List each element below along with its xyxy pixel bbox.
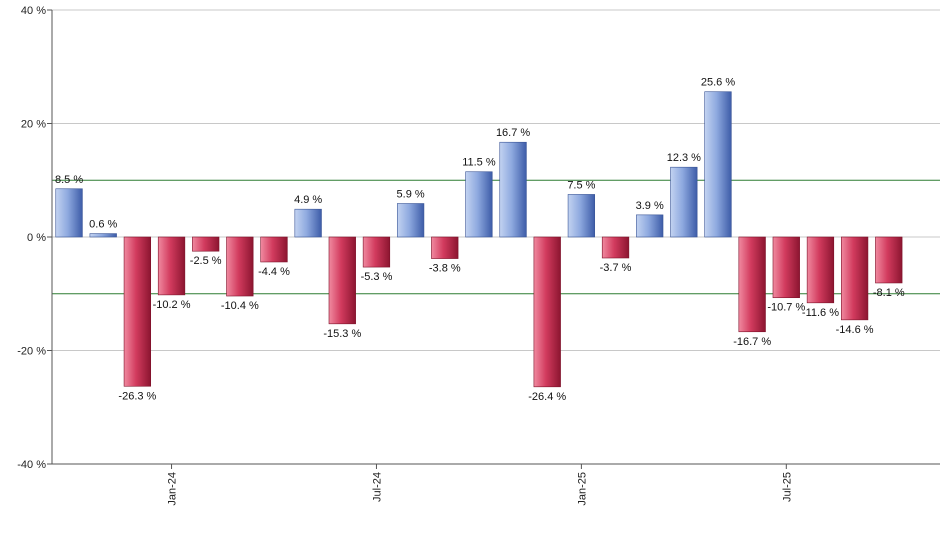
y-tick-label: 0 %: [27, 232, 46, 244]
data-label: 0.6 %: [89, 219, 117, 231]
bars: [55, 91, 903, 388]
data-label: -3.8 %: [429, 263, 461, 275]
bar: [601, 236, 630, 259]
data-label: -8.1 %: [873, 287, 905, 299]
bar: [636, 214, 664, 238]
data-label: 16.7 %: [496, 127, 530, 139]
bar: [499, 141, 527, 238]
bar: [670, 166, 698, 238]
data-label: 5.9 %: [397, 189, 425, 201]
x-tick-label: Jan-25: [576, 472, 588, 506]
bar: [875, 236, 903, 284]
bar: [772, 236, 800, 299]
data-label: 3.9 %: [636, 200, 664, 212]
bar: [55, 188, 83, 238]
data-label: 25.6 %: [701, 77, 735, 89]
data-label: -15.3 %: [323, 328, 361, 340]
bar: [123, 236, 152, 387]
axes: 40 % 20 % 0 % -20 % -40 % Jan-24 Jul-24 Jan-25 J…: [17, 5, 940, 506]
data-labels: 8.5 % 0.6 % -26.3 % -10.2 % -2.5 % -10.4 % -4.…: [55, 77, 905, 403]
bar: [431, 236, 459, 259]
bar: [328, 236, 356, 325]
bar: [157, 236, 186, 296]
x-tick-label: Jul-24: [371, 472, 383, 502]
bar: [396, 203, 425, 238]
bar: [533, 236, 561, 388]
bar: [840, 236, 869, 321]
data-label: -3.7 %: [600, 262, 632, 274]
data-label: -2.5 %: [190, 255, 222, 267]
data-label: 12.3 %: [667, 152, 701, 164]
bar: [806, 236, 835, 304]
data-label: 11.5 %: [462, 157, 496, 169]
bar: [704, 91, 732, 238]
bar: [89, 233, 117, 238]
data-label: -10.4 %: [221, 300, 259, 312]
x-tick-label: Jan-24: [167, 472, 179, 506]
x-tick-label: Jul-25: [781, 472, 793, 502]
bar: [294, 208, 322, 238]
bar: [362, 236, 391, 268]
data-label: -4.4 %: [258, 266, 290, 278]
data-label: -14.6 %: [836, 324, 874, 336]
y-tick-label: -40 %: [17, 459, 46, 471]
data-label: -11.6 %: [802, 307, 839, 319]
bar: [192, 236, 220, 252]
data-label: 7.5 %: [567, 179, 595, 191]
bar: [567, 194, 596, 238]
data-label: -16.7 %: [733, 336, 771, 348]
data-label: 4.9 %: [294, 194, 322, 206]
bar: [738, 236, 766, 333]
bar: [465, 171, 493, 238]
data-label: 8.5 %: [55, 174, 83, 186]
data-label: -10.7 %: [767, 302, 805, 314]
bar: [226, 236, 254, 297]
data-label: -10.2 %: [153, 299, 191, 311]
y-tick-label: 20 %: [21, 119, 46, 131]
bar: [260, 236, 288, 263]
data-label: -5.3 %: [361, 271, 393, 283]
data-label: -26.4 %: [528, 391, 566, 403]
gridlines: [52, 9, 940, 465]
data-label: -26.3 %: [118, 390, 156, 402]
y-tick-label: 40 %: [21, 5, 46, 17]
y-tick-label: -20 %: [17, 346, 46, 358]
